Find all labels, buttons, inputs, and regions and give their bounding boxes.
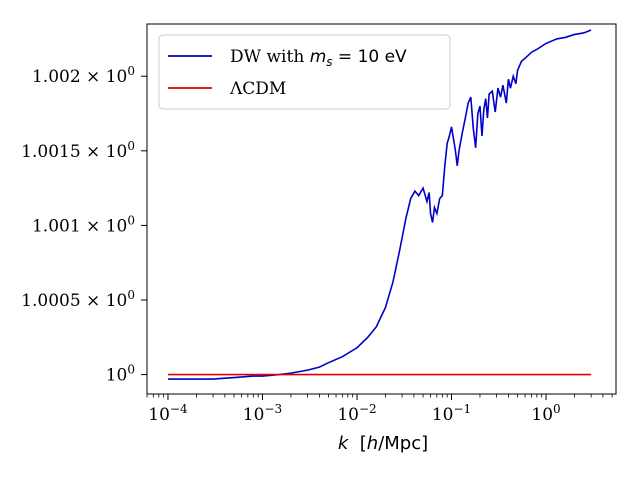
y-tick-label: 100 [106,363,135,386]
x-tick-label: 10−2 [337,402,376,425]
x-tick-label: 10−3 [243,402,282,425]
y-tick-label: 1.0005 × 100 [21,288,135,311]
svg-text:k [h/Mpc]: k [h/Mpc] [338,433,428,454]
legend-label-lcdm: ΛCDM [229,79,286,99]
plot-frame [146,23,617,395]
x-tick-label: 100 [531,402,560,425]
legend: DW with ms = 10 eV ΛCDM [158,34,451,110]
plot-area [167,29,592,380]
legend-label-dw: DW with ms = 10 eV [230,47,407,69]
series-line-dw [167,29,592,380]
x-axis-label: k [h/Mpc] [338,433,428,454]
y-tick-label: 1.001 × 100 [32,213,135,236]
y-axis-ticks: 100 1.0005 × 100 1.001 × 100 1.0015 × 100 1.… [21,64,147,386]
y-tick-label: 1.0015 × 100 [21,139,135,162]
x-tick-label: 10−4 [148,402,188,425]
x-axis-ticks: 10−4 10−3 10−2 10−1 100 [146,394,613,425]
x-tick-label: 10−1 [432,402,471,425]
legend-box [158,34,451,110]
y-tick-label: 1.002 × 100 [32,64,135,87]
